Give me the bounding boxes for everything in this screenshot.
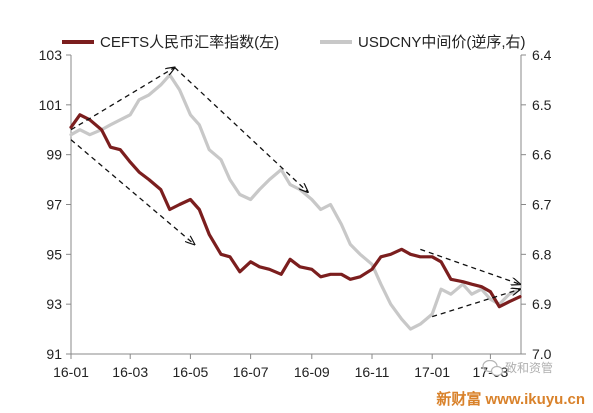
x-ticks: 16-01 16-03 16-05 16-07 16-09 16-11 17-01 17-03 — [53, 354, 509, 380]
site-watermark: 新财富 www.ikuyu.cn — [436, 390, 585, 408]
series-line-usdcny — [69, 73, 522, 331]
trend-arrow — [174, 66, 308, 192]
legend-label-cefts: CEFTS人民币汇率指数(左) — [100, 34, 279, 51]
trend-arrow — [431, 289, 520, 318]
trend-arrow — [420, 248, 520, 284]
wechat-watermark: 致和资管 — [482, 359, 553, 377]
y-left-tick-label: 101 — [39, 97, 63, 113]
y-left-tick-label: 103 — [39, 47, 63, 63]
legend: CEFTS人民币汇率指数(左) USDCNY中间价(逆序,右) — [62, 34, 526, 51]
wechat-icon — [482, 359, 504, 377]
y-left-tick-label: 97 — [46, 197, 62, 213]
y-left-tick-label: 91 — [46, 346, 62, 362]
y-right-tick-label: 6.5 — [532, 97, 552, 113]
x-tick-label: 16-05 — [173, 364, 209, 380]
annotations — [70, 66, 520, 318]
y-right-tick-label: 6.7 — [532, 197, 552, 213]
legend-label-usdcny: USDCNY中间价(逆序,右) — [358, 34, 526, 51]
wechat-watermark-text: 致和资管 — [505, 360, 553, 375]
x-tick-label: 16-01 — [53, 364, 89, 380]
x-tick-label: 16-03 — [112, 364, 148, 380]
y-right-tick-label: 6.4 — [532, 47, 552, 63]
y-left-ticks: 91 93 95 97 99 101 103 — [39, 47, 71, 362]
series-line-cefts — [69, 113, 522, 309]
x-tick-label: 16-09 — [294, 364, 330, 380]
y-left-tick-label: 95 — [46, 246, 62, 262]
y-left-tick-label: 99 — [46, 147, 62, 163]
trend-arrow — [70, 139, 194, 245]
x-tick-label: 17-01 — [414, 364, 450, 380]
x-tick-label: 16-07 — [233, 364, 269, 380]
y-right-tick-label: 6.6 — [532, 147, 552, 163]
x-tick-label: 16-11 — [355, 364, 390, 380]
trend-arrow — [70, 67, 175, 131]
y-right-tick-label: 6.9 — [532, 296, 552, 312]
series-layer — [69, 73, 522, 331]
y-right-ticks: 6.4 6.5 6.6 6.7 6.8 6.9 7.0 — [521, 47, 552, 362]
y-left-tick-label: 93 — [46, 296, 62, 312]
y-right-tick-label: 6.8 — [532, 246, 552, 262]
y-right-tick-label: 7.0 — [532, 346, 552, 362]
